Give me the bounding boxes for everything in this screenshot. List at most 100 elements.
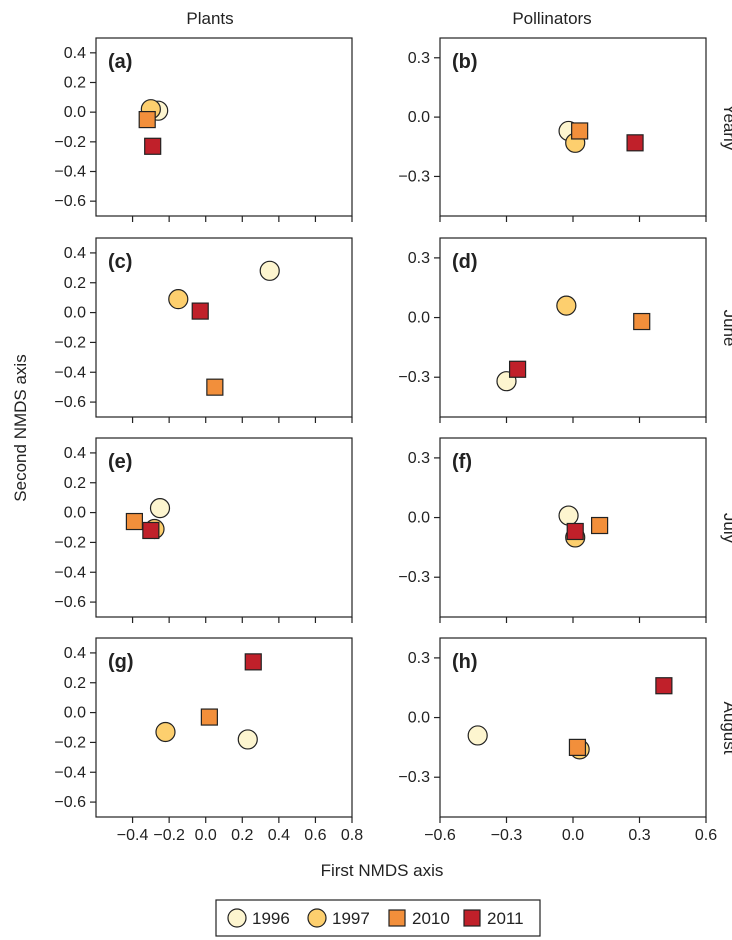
y-tick-label: −0.3 [398, 168, 430, 185]
row-label-july: July [720, 513, 732, 544]
legend-box [215, 899, 541, 937]
legend-item-2011: 2011 [463, 909, 524, 928]
legend-label-1997: 1997 [332, 909, 370, 928]
point-2010 [125, 512, 144, 531]
legend: 1996 1997 2010 2011 [215, 899, 541, 937]
column-title-pollinators: Pollinators [512, 9, 591, 28]
x-tick-label: −0.2 [153, 827, 185, 844]
legend-item-1996: 1996 [227, 908, 290, 928]
panel-f: 0.3 0.0 −0.3 (f) [398, 437, 707, 623]
y-tick-label: 0.0 [64, 705, 86, 722]
point-2011 [191, 302, 209, 320]
x-tick-label: −0.6 [424, 827, 456, 844]
y-tick-label: −0.2 [54, 534, 86, 551]
panel-frame [95, 37, 353, 217]
point-2011 [566, 522, 584, 541]
point-2010 [200, 708, 218, 726]
x-axis-title: First NMDS axis [321, 861, 444, 880]
column-title-plants: Plants [186, 9, 233, 28]
y-tick-label: −0.6 [54, 193, 86, 210]
legend-marker-1997 [307, 908, 327, 928]
y-tick-label: 0.3 [408, 650, 430, 667]
panel-b: 0.3 0.0 −0.3 (b) [398, 37, 707, 222]
x-tick-label: 0.8 [341, 827, 363, 844]
y-tick-label: −0.2 [54, 334, 86, 351]
point-2011 [508, 360, 527, 378]
point-1996 [237, 729, 258, 750]
row-label-yearly: Yearly [720, 104, 732, 151]
point-2011 [142, 521, 160, 540]
y-tick-label: −0.4 [54, 564, 86, 581]
y-tick-label: 0.0 [408, 109, 430, 126]
point-2011 [626, 134, 644, 152]
panel-tag: (h) [452, 651, 478, 673]
y-tick-label: 0.0 [64, 104, 86, 121]
y-axis-title: Second NMDS axis [11, 354, 30, 501]
point-2010 [206, 378, 224, 396]
y-tick-label: 0.4 [64, 245, 86, 262]
y-tick-label: 0.0 [64, 505, 86, 522]
legend-label-2010: 2010 [412, 909, 450, 928]
panel-frame [439, 237, 707, 418]
x-tick-label: 0.0 [195, 827, 217, 844]
panel-d: 0.3 0.0 −0.3 (d) [398, 237, 707, 423]
point-1997 [556, 295, 577, 316]
panel-g: 0.40.20.0−0.2−0.4−0.6−0.4 −0.2 0.0 0.2 0.4 0.… [54, 637, 363, 844]
y-tick-label: 0.2 [64, 75, 86, 92]
point-2010 [571, 122, 589, 140]
x-tick-label: 0.0 [562, 827, 584, 844]
y-tick-label: 0.4 [64, 445, 86, 462]
panel-frame [95, 637, 353, 818]
panel-tag: (a) [108, 51, 132, 73]
panels: 0.40.20.0−0.2−0.4−0.6(a) 0.30.0−0.3(b)0.4… [54, 37, 717, 844]
legend-label-2011: 2011 [487, 909, 524, 928]
panel-tag: (c) [108, 251, 132, 273]
point-1997 [168, 289, 189, 310]
panel-tag: (e) [108, 451, 132, 473]
y-tick-label: 0.2 [64, 275, 86, 292]
y-tick-label: −0.6 [54, 594, 86, 611]
row-label-august: August [720, 702, 732, 755]
y-tick-label: 0.0 [408, 510, 430, 527]
legend-marker-2011 [463, 909, 481, 927]
y-tick-label: 0.4 [64, 45, 86, 62]
panel-tag: (d) [452, 251, 478, 273]
y-tick-label: −0.3 [398, 369, 430, 386]
panel-frame [95, 237, 353, 418]
y-tick-label: −0.6 [54, 794, 86, 811]
y-tick-label: −0.2 [54, 134, 86, 151]
figure-titles: Plants Pollinators Yearly June July Augu… [11, 9, 732, 880]
y-tick-label: 0.3 [408, 450, 430, 467]
x-tick-label: 0.6 [304, 827, 326, 844]
point-2011 [244, 653, 262, 671]
x-tick-label: 0.4 [268, 827, 290, 844]
legend-item-1997: 1997 [307, 908, 370, 928]
x-tick-label: −0.3 [491, 827, 523, 844]
panel-c: 0.4 0.2 0.0 −0.2 −0.4 −0.6 (c) [54, 237, 353, 423]
y-tick-label: −0.4 [54, 364, 86, 381]
y-tick-label: −0.3 [398, 569, 430, 586]
point-2011 [655, 677, 673, 695]
y-tick-label: 0.0 [408, 710, 430, 727]
legend-label-1996: 1996 [252, 909, 290, 928]
point-2010 [633, 312, 651, 331]
point-1996 [558, 505, 579, 526]
row-label-june: June [720, 310, 732, 347]
y-tick-label: 0.0 [64, 305, 86, 322]
panel-a: 0.4 0.2 0.0 −0.2 −0.4 −0.6 (a) [54, 37, 353, 222]
panel-tag: (b) [452, 51, 478, 73]
panel-tag: (f) [452, 451, 472, 473]
y-tick-label: 0.4 [64, 645, 86, 662]
point-1996 [149, 498, 171, 519]
point-1996 [259, 260, 280, 281]
x-tick-label: 0.6 [695, 827, 717, 844]
point-2010 [568, 738, 587, 756]
x-tick-label: 0.3 [628, 827, 650, 844]
legend-item-2010: 2010 [388, 909, 450, 928]
point-2010 [138, 110, 156, 129]
y-tick-label: 0.2 [64, 475, 86, 492]
x-tick-label: −0.4 [117, 827, 149, 844]
point-1996 [467, 725, 488, 746]
y-tick-label: 0.3 [408, 250, 430, 267]
